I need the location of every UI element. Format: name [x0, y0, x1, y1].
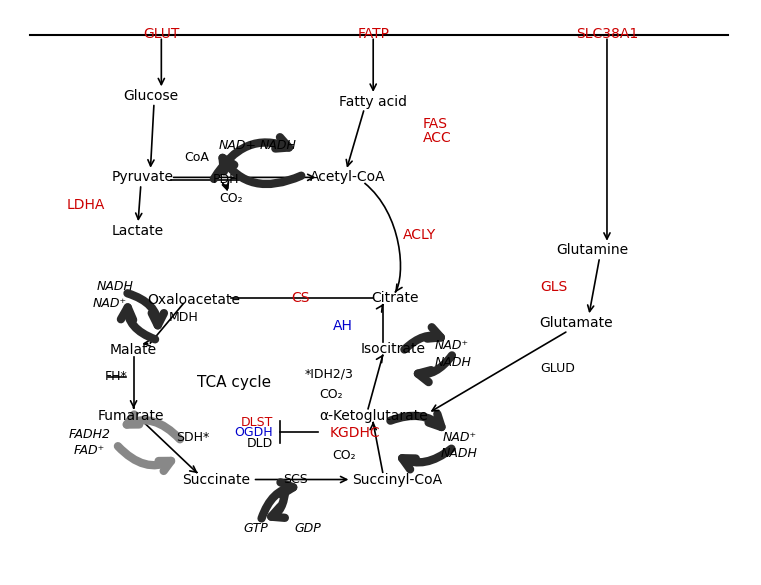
- Text: CO₂: CO₂: [319, 388, 342, 401]
- Text: SDH*: SDH*: [176, 431, 209, 444]
- Text: Malate: Malate: [110, 343, 157, 357]
- Text: DLST: DLST: [240, 417, 273, 429]
- Text: DLD: DLD: [247, 436, 273, 449]
- Text: Lactate: Lactate: [112, 223, 164, 238]
- Text: Glutamate: Glutamate: [540, 316, 613, 331]
- Text: Glutamine: Glutamine: [556, 243, 629, 257]
- Text: Oxaloacetate: Oxaloacetate: [148, 293, 240, 307]
- Text: NADH: NADH: [435, 356, 472, 369]
- Text: NAD⁺: NAD⁺: [442, 431, 476, 444]
- Text: NADH: NADH: [97, 280, 134, 294]
- Text: OGDH: OGDH: [234, 426, 273, 439]
- Text: Pyruvate: Pyruvate: [112, 170, 174, 184]
- Text: TCA cycle: TCA cycle: [197, 375, 272, 390]
- Text: LDHA: LDHA: [67, 198, 105, 212]
- Text: GLS: GLS: [540, 280, 567, 294]
- Text: FH*: FH*: [105, 370, 128, 383]
- Text: FAD⁺: FAD⁺: [74, 445, 105, 457]
- Text: Fumarate: Fumarate: [97, 409, 164, 423]
- Text: NAD+: NAD+: [219, 139, 257, 152]
- Text: CoA: CoA: [184, 151, 209, 164]
- Text: ACLY: ACLY: [403, 228, 435, 242]
- Text: Glucose: Glucose: [123, 89, 178, 103]
- Text: KGDHC: KGDHC: [330, 426, 380, 440]
- Text: Isocitrate: Isocitrate: [361, 342, 425, 356]
- Text: NAD⁺: NAD⁺: [93, 297, 127, 310]
- Text: FAS: FAS: [423, 117, 448, 131]
- Text: *IDH2/3: *IDH2/3: [305, 367, 354, 380]
- Text: Citrate: Citrate: [371, 291, 419, 305]
- Text: GDP: GDP: [294, 522, 321, 535]
- Text: CO₂: CO₂: [332, 449, 356, 462]
- Text: PDH: PDH: [212, 173, 239, 185]
- Text: GLUD: GLUD: [540, 362, 575, 375]
- Text: α-Ketoglutarate: α-Ketoglutarate: [319, 409, 428, 423]
- Text: Fatty acid: Fatty acid: [339, 95, 407, 109]
- Text: MDH: MDH: [169, 311, 199, 324]
- Text: GTP: GTP: [244, 522, 269, 535]
- Text: CS: CS: [291, 291, 310, 305]
- Text: Succinyl-CoA: Succinyl-CoA: [352, 473, 442, 487]
- Text: ACC: ACC: [423, 131, 451, 145]
- Text: NADH: NADH: [441, 447, 478, 460]
- Text: SCS: SCS: [282, 473, 307, 486]
- Text: Succinate: Succinate: [182, 473, 250, 487]
- Text: AH: AH: [333, 319, 352, 333]
- Text: Acetyl-CoA: Acetyl-CoA: [310, 170, 385, 184]
- Text: CO₂: CO₂: [219, 192, 243, 205]
- Text: SLC38A1: SLC38A1: [576, 27, 638, 41]
- Text: NAD⁺: NAD⁺: [435, 339, 469, 352]
- Text: FADH2: FADH2: [68, 428, 111, 441]
- Text: GLUT: GLUT: [143, 27, 180, 41]
- Text: FATP: FATP: [357, 27, 389, 41]
- Text: NADH: NADH: [260, 139, 297, 152]
